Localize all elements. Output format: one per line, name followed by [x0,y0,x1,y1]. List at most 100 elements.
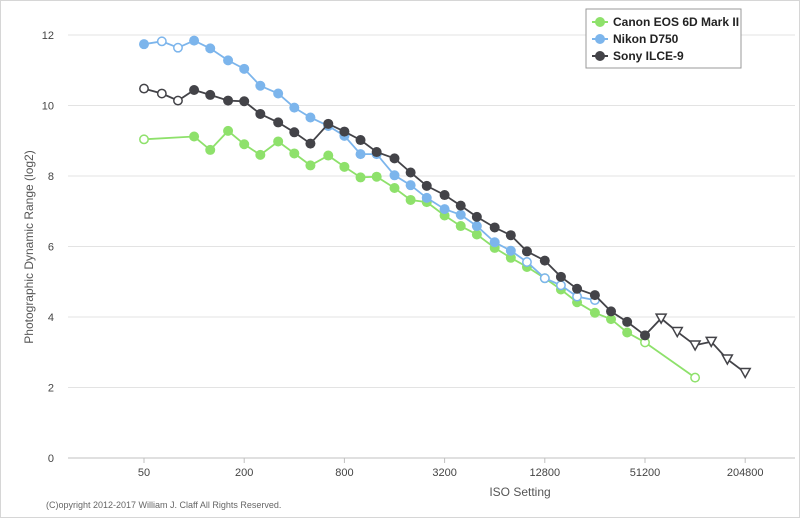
data-point [654,313,668,325]
x-tick-label: 3200 [432,467,456,479]
data-point [156,36,167,47]
y-tick-label: 12 [42,30,54,42]
data-point [471,211,482,222]
legend-marker [595,51,605,61]
data-point [371,171,382,182]
data-point [439,204,450,215]
y-axis-title: Photographic Dynamic Range (log2) [22,150,36,343]
data-point [489,222,500,233]
data-point [189,131,200,142]
data-point [688,340,702,352]
data-point [589,290,600,301]
legend-label: Canon EOS 6D Mark II [613,15,739,29]
data-point [239,63,250,74]
data-point [305,112,316,123]
data-point [273,88,284,99]
data-point [421,180,432,191]
data-point [305,138,316,149]
x-tick-label: 12800 [530,467,561,479]
series-line [143,39,596,301]
y-tick-label: 0 [48,453,54,465]
data-point [239,96,250,107]
data-point [355,135,366,146]
data-point [704,336,718,348]
x-axis-ticks: 50 200 800 3200 12800 51200 204800 [138,458,764,479]
copyright-notice: (C)opyright 2012-2017 William J. Claff A… [46,500,282,510]
data-point [622,316,633,327]
data-point [389,153,400,164]
legend-box [585,8,742,69]
data-point [255,80,266,91]
data-point [205,144,216,155]
x-tick-label: 800 [335,467,353,479]
data-point [521,246,532,257]
data-point [405,194,416,205]
data-point [721,354,734,366]
series-2 [139,35,600,306]
data-point [355,149,366,160]
grid-lines [68,34,795,459]
data-point [572,283,583,294]
legend-label: Sony ILCE-9 [613,49,684,63]
series-line [143,129,696,379]
data-point [471,221,482,232]
data-point [555,280,566,291]
data-point [622,327,633,338]
data-point [189,84,200,95]
data-point [173,95,183,106]
data-point [455,200,466,211]
data-point [323,150,334,161]
data-point [690,372,701,383]
data-point [139,39,149,50]
y-tick-label: 8 [48,171,54,183]
data-point [589,307,600,318]
data-point [223,55,234,66]
data-point [421,192,432,203]
data-point [289,102,300,113]
data-point [455,221,466,232]
data-point [289,148,300,159]
data-point [339,126,350,137]
data-point [189,35,200,46]
data-point [273,117,284,128]
data-point [323,118,334,129]
y-tick-label: 10 [42,101,54,113]
data-point [539,255,550,266]
data-point [738,367,752,379]
data-point [606,314,617,325]
legend-marker [595,34,605,44]
data-point [223,95,234,106]
data-point [255,108,266,119]
x-tick-label: 50 [138,467,150,479]
data-point [471,229,482,240]
data-point [405,167,416,178]
x-tick-label: 51200 [630,467,661,479]
series-line [143,87,746,374]
data-point [670,326,684,339]
data-point [522,257,532,267]
data-point [355,172,366,183]
data-point [173,42,183,53]
y-tick-label: 2 [48,383,54,395]
data-point [505,245,516,256]
data-point [389,170,400,181]
series-1 [139,125,701,383]
data-point [606,306,617,317]
series-layer [139,35,752,383]
data-point [455,209,466,220]
data-point [539,273,550,284]
data-point [439,190,450,201]
x-axis-title: ISO Setting [489,485,550,499]
data-point [239,139,250,150]
data-point [339,161,350,172]
data-point [405,180,416,191]
data-point [505,252,516,263]
series-3 [139,83,752,379]
data-point [489,237,500,248]
x-tick-label: 204800 [727,467,764,479]
data-point [389,182,400,193]
data-point [156,88,167,99]
data-point [305,160,316,171]
data-point [371,147,382,158]
